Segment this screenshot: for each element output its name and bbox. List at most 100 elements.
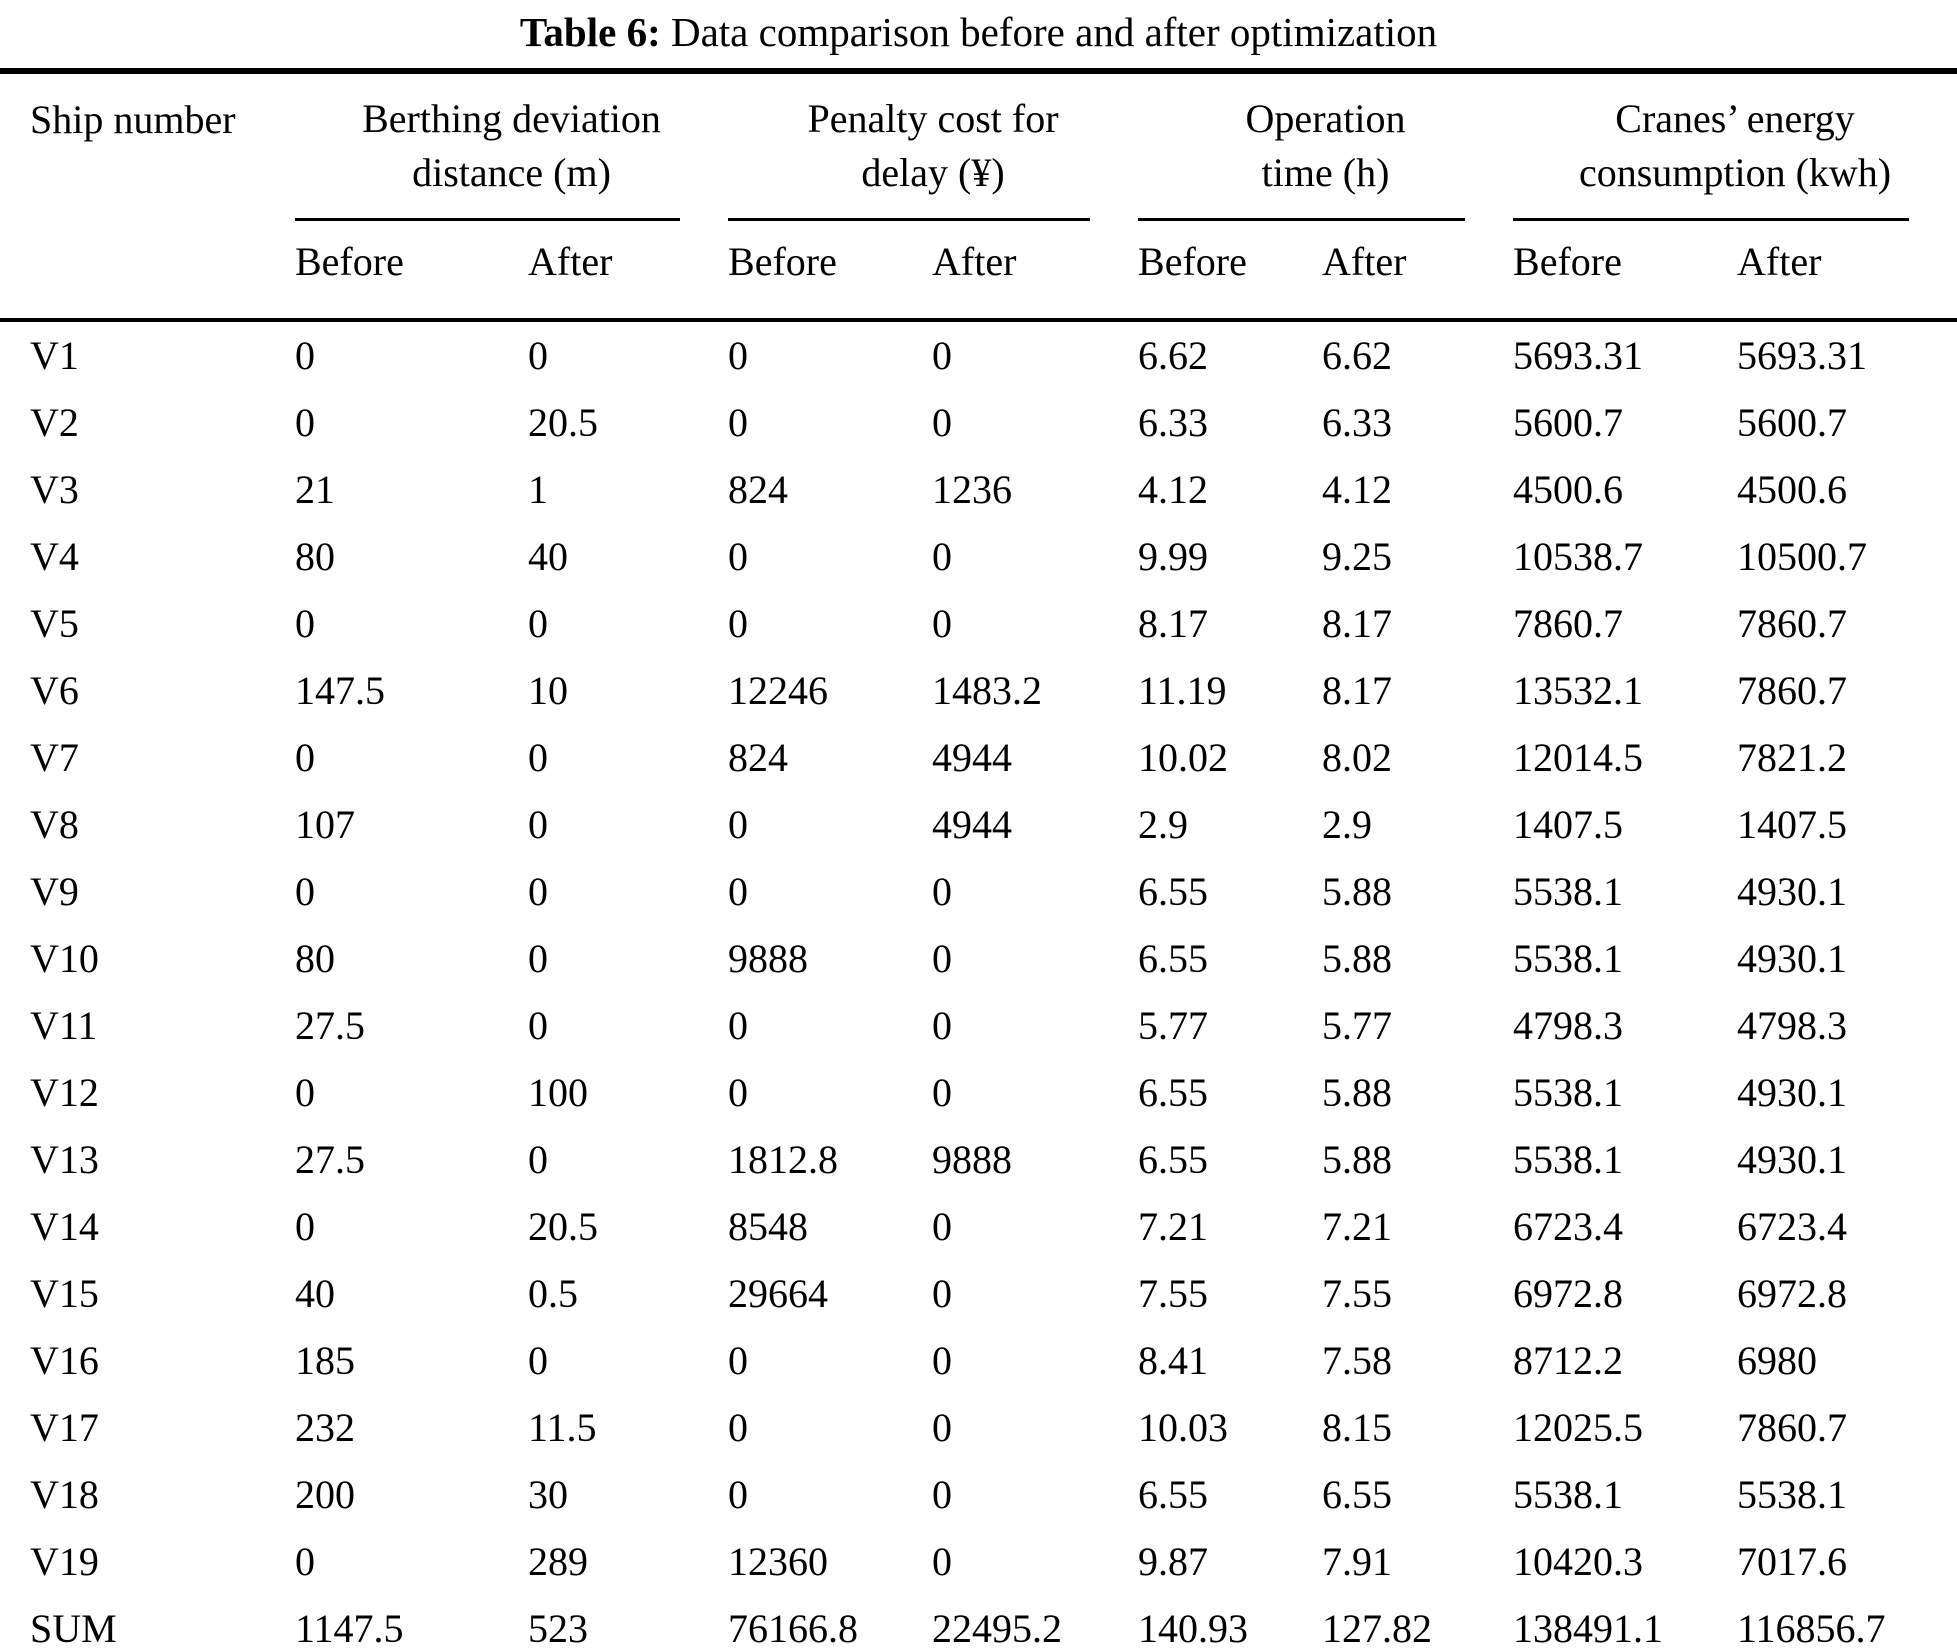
subheader-after: After (932, 232, 1139, 322)
value-cell: 6.62 (1138, 333, 1209, 378)
table-caption: Table 6: Data comparison before and afte… (0, 4, 1957, 60)
value-cell: 80 (295, 936, 335, 981)
value-cell: 5538.1 (1737, 1472, 1848, 1517)
value-cell: 10.03 (1138, 1405, 1229, 1450)
value-cell: 5.88 (1322, 1070, 1393, 1115)
group-rule-cell (1513, 218, 1957, 232)
value-cell: 6.55 (1138, 936, 1209, 981)
value-cell: 523 (528, 1606, 588, 1651)
value-cell: 185 (295, 1338, 355, 1383)
group-rule-berthing (295, 218, 681, 221)
value-cell: 0 (528, 802, 548, 847)
value-cell: 0 (728, 601, 749, 646)
value-cell: 7.55 (1138, 1271, 1209, 1316)
ship-cell: V7 (30, 735, 79, 780)
value-cell: 5538.1 (1513, 869, 1624, 914)
value-cell: 2.9 (1138, 802, 1189, 847)
value-cell: 5538.1 (1513, 1137, 1624, 1182)
value-cell: 0 (295, 400, 315, 445)
value-cell: 5.88 (1322, 1137, 1393, 1182)
ship-cell: V16 (30, 1338, 99, 1383)
group-rule-operation (1138, 218, 1466, 221)
value-cell: 0 (528, 869, 548, 914)
value-cell: 824 (728, 735, 789, 780)
value-cell: 138491.1 (1513, 1606, 1664, 1651)
table-row: V10 80 0 9888 0 6.55 5.88 5538.1 4930.1 (0, 925, 1957, 992)
value-cell: 10420.3 (1513, 1539, 1644, 1584)
value-cell: 7860.7 (1737, 668, 1848, 713)
group-title-line: Operation (1245, 96, 1406, 141)
value-cell: 76166.8 (728, 1606, 859, 1651)
value-cell: 10 (528, 668, 568, 713)
value-cell: 4.12 (1138, 467, 1209, 512)
value-cell: 5693.31 (1513, 333, 1644, 378)
table-row: V16 185 0 0 0 8.41 7.58 8712.2 6980 (0, 1327, 1957, 1394)
value-cell: 8.02 (1322, 735, 1393, 780)
group-title-line: time (h) (1261, 150, 1390, 195)
value-cell: 0 (528, 1137, 548, 1182)
ship-cell: V12 (30, 1070, 99, 1115)
value-cell: 0 (728, 1338, 749, 1383)
table-row: V5 0 0 0 0 8.17 8.17 7860.7 7860.7 (0, 590, 1957, 657)
value-cell: 0 (728, 802, 749, 847)
ship-cell: V6 (30, 668, 79, 713)
group-header-row: Ship number Berthing deviation distance … (0, 71, 1957, 322)
value-cell: 7017.6 (1737, 1539, 1848, 1584)
value-cell: 9888 (932, 1137, 1013, 1182)
value-cell: 0 (528, 333, 548, 378)
ship-cell: V17 (30, 1405, 99, 1450)
value-cell: 147.5 (295, 668, 385, 713)
value-cell: 140.93 (1138, 1606, 1249, 1651)
column-group-berthing-deviation: Berthing deviation distance (m) (295, 71, 728, 218)
value-cell: 0 (932, 1539, 953, 1584)
value-cell: 4944 (932, 735, 1013, 780)
ship-cell: V10 (30, 936, 99, 981)
table-row: V1 0 0 0 0 6.62 6.62 5693.31 5693.31 (0, 320, 1957, 389)
subheader-after: After (1737, 232, 1957, 322)
value-cell: 5.88 (1322, 869, 1393, 914)
value-cell: 0 (528, 1003, 548, 1048)
value-cell: 12025.5 (1513, 1405, 1644, 1450)
value-cell: 0 (295, 333, 315, 378)
value-cell: 0 (932, 1338, 953, 1383)
value-cell: 6.33 (1138, 400, 1209, 445)
value-cell: 1147.5 (295, 1606, 404, 1651)
value-cell: 29664 (728, 1271, 829, 1316)
value-cell: 1407.5 (1737, 802, 1848, 847)
table-row: V4 80 40 0 0 9.99 9.25 10538.7 10500.7 (0, 523, 1957, 590)
ship-cell: V15 (30, 1271, 99, 1316)
value-cell: 6980 (1737, 1338, 1818, 1383)
value-cell: 0 (932, 869, 953, 914)
ship-cell: V18 (30, 1472, 99, 1517)
value-cell: 0 (932, 534, 953, 579)
value-cell: 232 (295, 1405, 355, 1450)
column-group-penalty-cost: Penalty cost for delay (¥) (728, 71, 1138, 218)
column-group-operation-time: Operation time (h) (1138, 71, 1513, 218)
value-cell: 4500.6 (1513, 467, 1624, 512)
value-cell: 30 (528, 1472, 568, 1517)
value-cell: 10.02 (1138, 735, 1229, 780)
value-cell: 0 (295, 601, 315, 646)
value-cell: 0 (932, 601, 953, 646)
value-cell: 10500.7 (1737, 534, 1868, 579)
value-cell: 6.55 (1138, 869, 1209, 914)
value-cell: 127.82 (1322, 1606, 1433, 1651)
value-cell: 9.25 (1322, 534, 1393, 579)
value-cell: 8.17 (1322, 601, 1393, 646)
group-title-line: Cranes’ energy (1615, 96, 1855, 141)
value-cell: 7821.2 (1737, 735, 1848, 780)
ship-cell: SUM (30, 1606, 117, 1651)
group-title-line: distance (m) (412, 150, 611, 195)
table-row: SUM 1147.5 523 76166.8 22495.2 140.93 12… (0, 1595, 1957, 1651)
subheader-after: After (528, 232, 729, 322)
value-cell: 27.5 (295, 1137, 365, 1182)
table-row: V2 0 20.5 0 0 6.33 6.33 5600.7 5600.7 (0, 389, 1957, 456)
ship-cell: V2 (30, 400, 79, 445)
value-cell: 7.21 (1322, 1204, 1393, 1249)
table-row: V14 0 20.5 8548 0 7.21 7.21 6723.4 6723.… (0, 1193, 1957, 1260)
group-rule-energy (1513, 218, 1910, 221)
value-cell: 0 (728, 1472, 749, 1517)
value-cell: 0 (295, 735, 315, 780)
value-cell: 116856.7 (1737, 1606, 1886, 1651)
